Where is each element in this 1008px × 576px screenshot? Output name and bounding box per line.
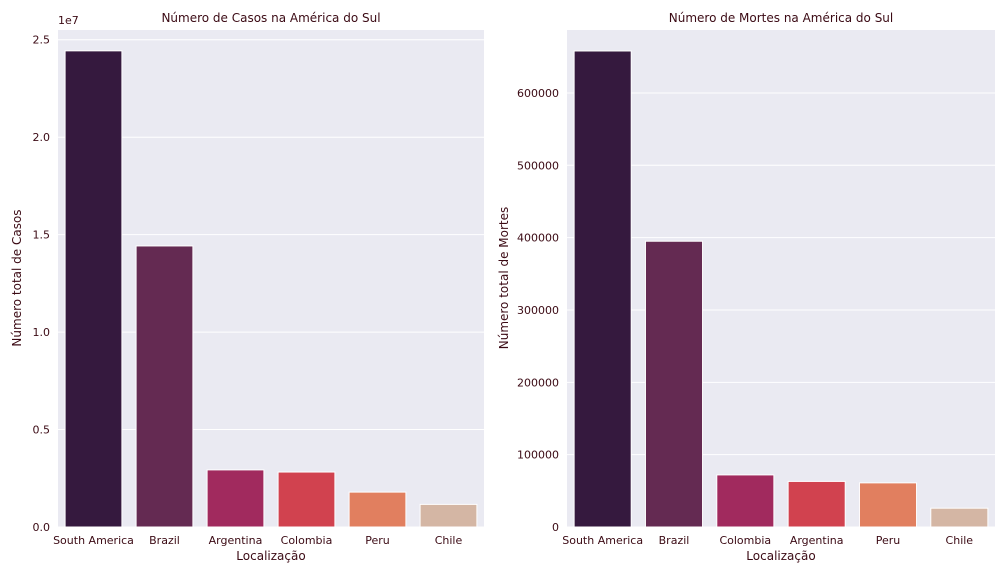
cases-bar — [64, 50, 123, 528]
deaths-x-tick-label: South America — [562, 534, 643, 547]
deaths-bar — [716, 474, 775, 528]
deaths-x-tick-label: Peru — [876, 534, 901, 547]
cases-gridlines — [58, 39, 484, 528]
cases-x-tick-label: Colombia — [281, 534, 333, 547]
cases-y-tick-label: 2.0 — [33, 131, 51, 144]
deaths-y-tick-label: 500000 — [517, 159, 559, 172]
deaths-y-tick-label: 100000 — [517, 449, 559, 462]
cases-x-tick-label: Peru — [365, 534, 390, 547]
deaths-x-axis-label: Localização — [746, 549, 815, 563]
cases-bar — [419, 503, 478, 528]
cases-plot-area — [58, 30, 484, 527]
deaths-x-tick-label: Chile — [946, 534, 974, 547]
cases-y-tick-label: 0.5 — [33, 424, 51, 437]
cases-x-tick-label: Argentina — [209, 534, 263, 547]
deaths-y-tick-label: 600000 — [517, 87, 559, 100]
cases-bar — [277, 471, 336, 528]
cases-bar — [206, 469, 265, 528]
cases-y-tick-label: 1.5 — [33, 229, 51, 242]
deaths-y-tick-label: 300000 — [517, 304, 559, 317]
deaths-bar — [787, 480, 846, 528]
cases-x-tick-label: South America — [53, 534, 134, 547]
cases-bar — [348, 491, 407, 528]
deaths-y-tick-label: 200000 — [517, 376, 559, 389]
deaths-x-tick-label: Brazil — [659, 534, 690, 547]
deaths-bar — [858, 482, 918, 528]
cases-bar — [135, 245, 194, 528]
deaths-chart: 0 100000 200000 300000 400000 500000 600000 So… — [497, 11, 995, 563]
cases-y-tick-label: 2.5 — [33, 34, 51, 47]
cases-bars — [64, 50, 478, 528]
deaths-x-tick-label: Colombia — [719, 534, 771, 547]
deaths-y-ticks: 0 100000 200000 300000 400000 500000 600000 — [517, 87, 559, 534]
deaths-bar — [573, 50, 632, 528]
deaths-plot-area — [567, 30, 995, 527]
cases-y-tick-label: 1.0 — [33, 326, 51, 339]
deaths-x-tick-label: Argentina — [790, 534, 844, 547]
cases-x-axis-label: Localização — [236, 549, 305, 563]
deaths-y-axis-label: Número total de Mortes — [497, 207, 511, 350]
cases-x-tick-label: Chile — [435, 534, 463, 547]
cases-chart-title: Número de Casos na América do Sul — [161, 11, 380, 25]
deaths-bars — [573, 50, 989, 528]
deaths-gridlines — [567, 92, 995, 528]
cases-chart: 0.0 0.5 1.0 1.5 2.0 2.5 South America Brazil Ar… — [10, 11, 484, 563]
deaths-y-tick-label: 0 — [552, 521, 559, 534]
deaths-bar — [930, 507, 989, 528]
cases-y-tick-label: 0.0 — [33, 521, 51, 534]
cases-y-axis-label: Número total de Casos — [10, 209, 24, 346]
deaths-bar — [644, 240, 704, 528]
deaths-y-tick-label: 400000 — [517, 232, 559, 245]
deaths-x-ticks: South America Brazil Colombia Argentina Peru… — [562, 534, 973, 547]
cases-y-offset-text: 1e7 — [58, 14, 79, 27]
cases-x-tick-label: Brazil — [149, 534, 180, 547]
cases-x-ticks: South America Brazil Argentina Colombia Peru… — [53, 534, 462, 547]
cases-y-ticks: 0.0 0.5 1.0 1.5 2.0 2.5 — [33, 34, 51, 534]
deaths-chart-title: Número de Mortes na América do Sul — [669, 11, 894, 25]
